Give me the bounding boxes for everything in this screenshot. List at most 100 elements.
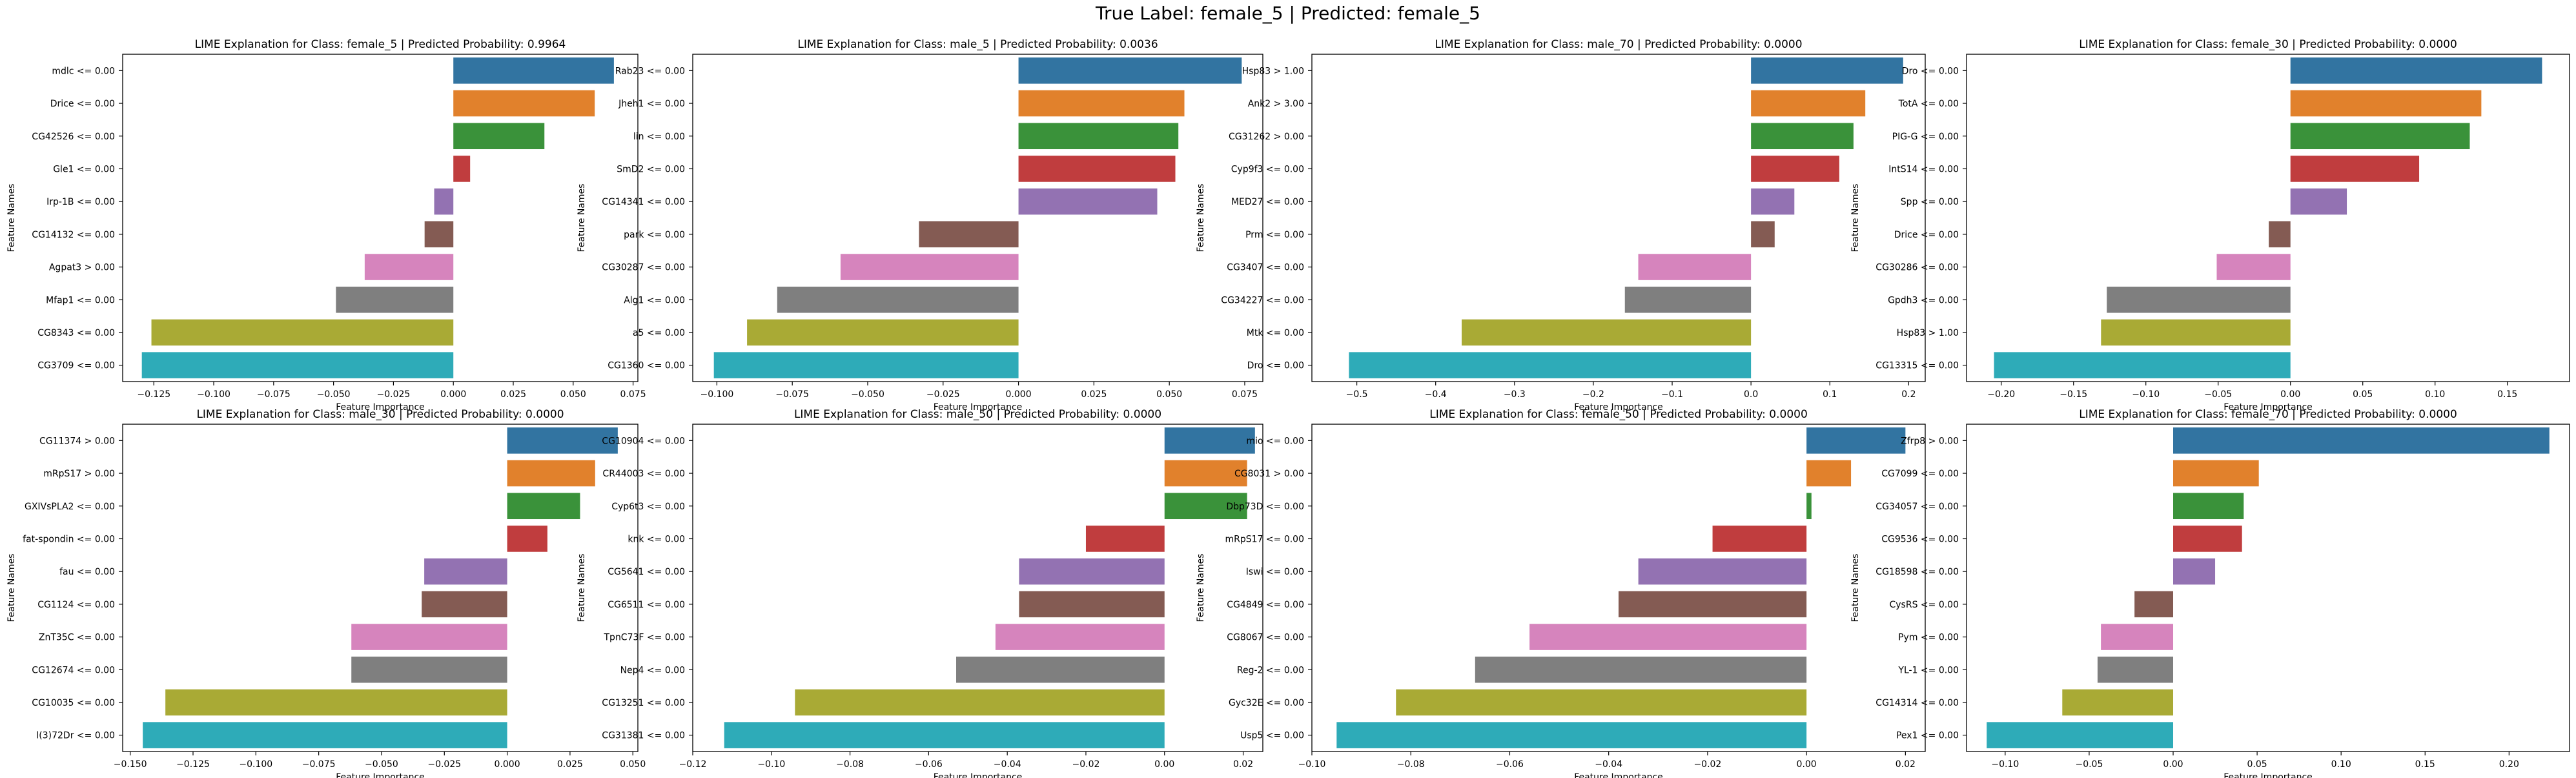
y-tick-label: Mtk <= 0.00 <box>1247 328 1304 338</box>
bar <box>453 57 614 84</box>
y-tick-label: CG14314 <= 0.00 <box>1876 698 1959 708</box>
y-tick-label: GXIVsPLA2 <= 0.00 <box>25 502 115 512</box>
y-tick-label: CG42526 <= 0.00 <box>32 132 115 142</box>
y-tick-label: mdlc <= 0.00 <box>52 66 115 76</box>
x-tick-label: 0.10 <box>2331 759 2351 770</box>
y-tick-label: TpnC73F <= 0.00 <box>604 633 686 643</box>
bar <box>747 319 1019 346</box>
y-tick-label: CG4849 <= 0.00 <box>1227 600 1304 610</box>
x-tick-label: −0.4 <box>1425 389 1447 400</box>
x-tick-label: −0.025 <box>377 389 411 400</box>
y-tick-label: Dbp73D <= 0.00 <box>1226 502 1304 512</box>
x-tick-label: −0.075 <box>302 759 336 770</box>
plot-frame <box>122 424 639 752</box>
y-axis-label: Feature Names <box>577 554 587 622</box>
bar <box>2290 123 2470 150</box>
bar <box>2216 254 2291 280</box>
plot-frame <box>1311 424 1926 752</box>
bar <box>1619 591 1807 618</box>
x-tick-label: 0.02 <box>1233 759 1253 770</box>
x-tick-label: 0.02 <box>1896 759 1916 770</box>
y-tick-label: Usp5 <= 0.00 <box>1240 731 1304 741</box>
x-tick-label: −0.025 <box>926 389 960 400</box>
bar <box>336 286 454 313</box>
bar <box>2107 286 2291 313</box>
bar <box>1806 427 1906 454</box>
bar <box>422 591 507 618</box>
bar <box>2173 493 2244 520</box>
y-tick-label: TotA <= 0.00 <box>1898 99 1959 109</box>
x-tick-label: −0.5 <box>1346 389 1368 400</box>
bar <box>1994 352 2291 378</box>
y-tick-label: CG9536 <= 0.00 <box>1881 534 1959 544</box>
y-axis-label: Feature Names <box>1850 184 1861 252</box>
bar <box>364 254 454 280</box>
chart-panel-2: Rab23 <= 0.00 Jheh1 <= 0.00 lin <= 0.00 SmD… <box>577 38 1263 413</box>
x-tick-label: 0.05 <box>2353 389 2373 400</box>
bar <box>1712 526 1807 552</box>
x-axis-label: Feature Importance <box>2223 402 2313 413</box>
bar <box>1336 722 1807 748</box>
bar <box>2173 526 2242 552</box>
x-tick-label: 0.20 <box>2499 759 2519 770</box>
bar <box>1018 90 1185 117</box>
bar <box>1018 57 1242 84</box>
chart-panel-1: mdlc <= 0.00 Drice <= 0.00 CG42526 <= 0.00… <box>6 38 646 413</box>
bar <box>507 493 580 520</box>
x-axis-label: Feature Importance <box>1574 772 1663 778</box>
y-tick-label: mRpS17 > 0.00 <box>43 469 115 479</box>
x-tick-label: −0.1 <box>1661 389 1683 400</box>
y-axis-label: Feature Names <box>1850 554 1861 622</box>
x-tick-label: −0.125 <box>137 389 170 400</box>
x-tick-label: −0.050 <box>851 389 884 400</box>
chart-panel-3: Hsp83 > 1.00 Ank2 > 3.00 CG31262 > 0.00 Cyp… <box>1196 38 1926 413</box>
y-tick-label: CG13315 <= 0.00 <box>1876 361 1959 371</box>
chart-panel-7: mio <= 0.00 CG8031 > 0.00 Dbp73D <= 0.00 mR… <box>1196 408 1926 778</box>
x-tick-label: −0.100 <box>197 389 230 400</box>
y-tick-label: Gle1 <= 0.00 <box>53 164 115 174</box>
bar <box>2290 57 2542 84</box>
x-tick-label: −0.050 <box>365 759 398 770</box>
y-tick-label: Gyc32E <= 0.00 <box>1229 698 1304 708</box>
bar <box>507 427 618 454</box>
x-tick-label: 0.10 <box>2425 389 2445 400</box>
y-tick-label: mRpS17 <= 0.00 <box>1225 534 1305 544</box>
bar <box>151 319 454 346</box>
x-tick-label: −0.20 <box>1987 389 2015 400</box>
y-tick-label: PIG-G <= 0.00 <box>1892 132 1959 142</box>
y-tick-label: Nep4 <= 0.00 <box>620 665 685 675</box>
bar <box>434 188 454 215</box>
bar <box>1462 319 1752 346</box>
x-tick-label: 0.000 <box>440 389 466 400</box>
y-axis-label: Feature Names <box>577 184 587 252</box>
bar <box>1751 123 1854 150</box>
chart-panel-6: CG10904 <= 0.00 CR44003 <= 0.00 Cyp6t3 <= … <box>577 408 1263 778</box>
x-tick-label: 0.050 <box>1156 389 1182 400</box>
x-tick-label: −0.3 <box>1504 389 1526 400</box>
plot-frame <box>692 424 1263 752</box>
y-tick-label: IntS14 <= 0.00 <box>1888 164 1959 174</box>
plot-frame <box>692 54 1263 382</box>
y-tick-label: CG3407 <= 0.00 <box>1227 263 1304 273</box>
bar <box>1638 558 1807 585</box>
y-tick-label: Prm <= 0.00 <box>1245 230 1304 240</box>
y-tick-label: mio <= 0.00 <box>1246 436 1304 446</box>
bar <box>1349 352 1752 378</box>
bar <box>2173 558 2216 585</box>
y-tick-label: Hsp83 > 1.00 <box>1897 328 1959 338</box>
x-tick-label: 0.00 <box>2163 759 2183 770</box>
x-tick-label: −0.100 <box>239 759 272 770</box>
y-tick-label: CG30286 <= 0.00 <box>1876 263 1959 273</box>
x-tick-label: 0.025 <box>500 389 526 400</box>
y-tick-label: CG1360 <= 0.00 <box>608 361 685 371</box>
y-tick-label: Zfrp8 > 0.00 <box>1901 436 1959 446</box>
bar <box>2269 221 2291 248</box>
chart-title: LIME Explanation for Class: female_70 | … <box>2079 408 2457 421</box>
y-tick-label: SmD2 <= 0.00 <box>617 164 685 174</box>
y-tick-label: CR44003 <= 0.00 <box>602 469 685 479</box>
chart-title: LIME Explanation for Class: female_30 | … <box>2079 38 2457 51</box>
bar <box>1624 286 1752 313</box>
x-tick-label: 0.15 <box>2415 759 2435 770</box>
y-tick-label: CG10035 <= 0.00 <box>32 698 115 708</box>
bar <box>1018 188 1158 215</box>
